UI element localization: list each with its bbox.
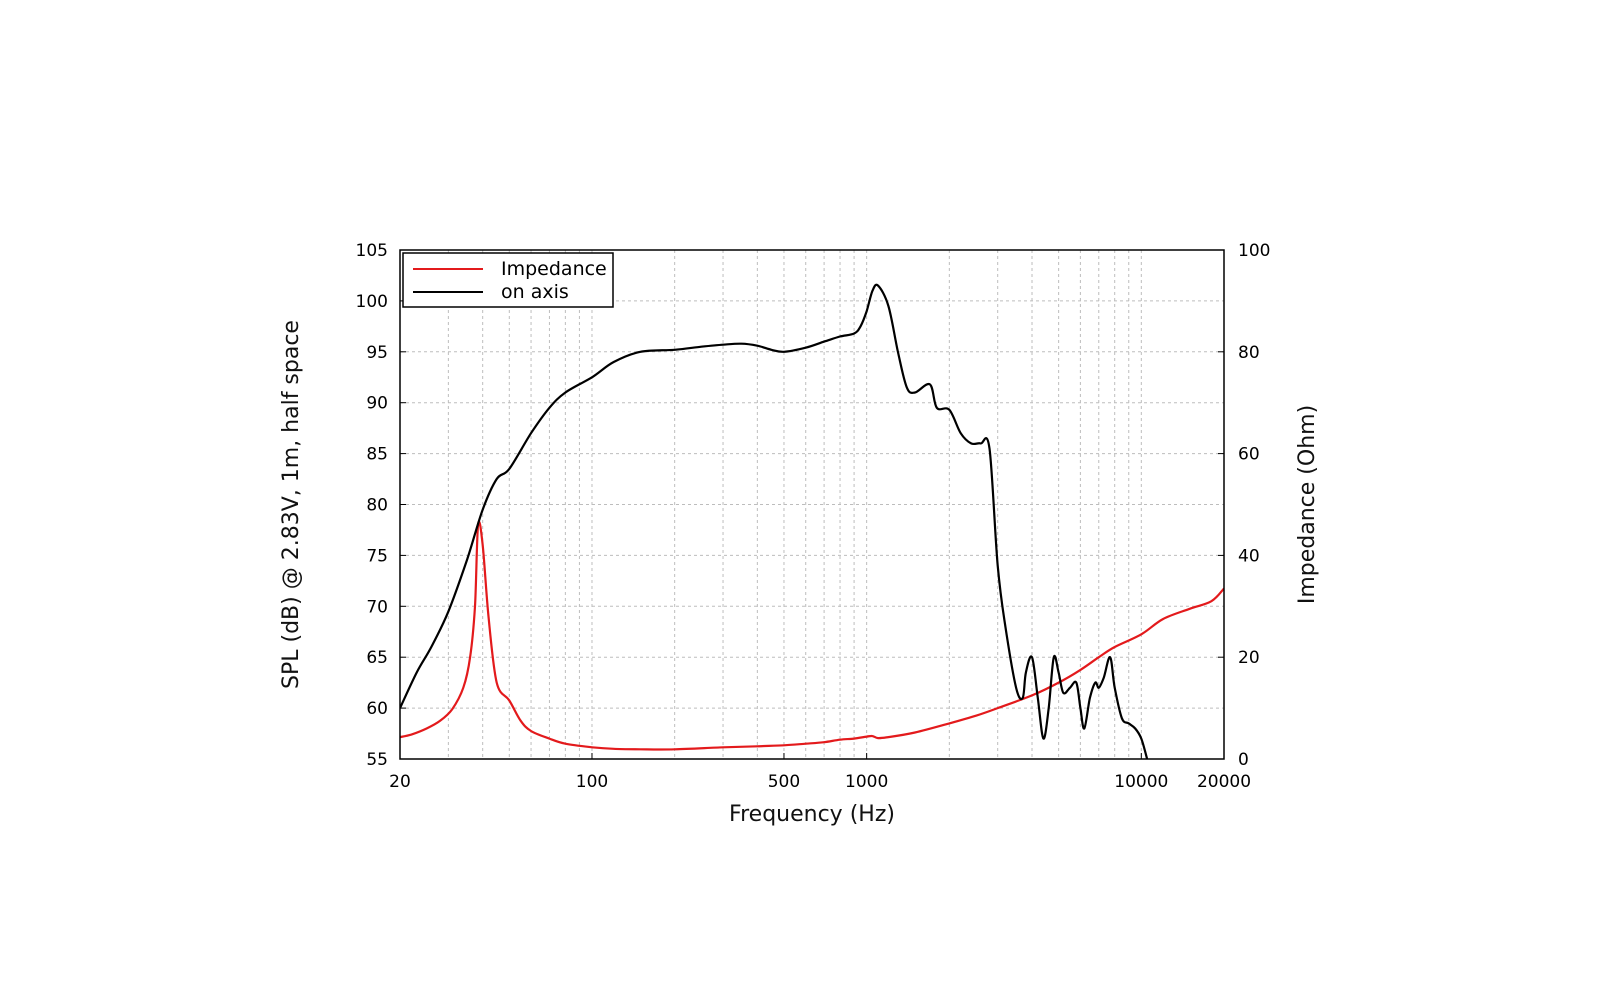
y2-tick-label: 40 (1238, 546, 1260, 566)
legend-box (402, 252, 614, 308)
right-y-axis-tick-labels: 0 20 40 60 80 100 (1218, 241, 1270, 770)
x-tick-label: 100 (576, 772, 608, 792)
left-y-axis-tick-labels: 55 60 65 70 75 80 85 90 95 100 105 (356, 241, 406, 770)
y2-tick-label: 60 (1238, 445, 1260, 465)
y-tick-label: 70 (366, 597, 388, 617)
y-tick-label: 85 (366, 445, 388, 465)
y-tick-label: 100 (356, 292, 388, 312)
x-axis-title: Frequency (Hz) (729, 802, 895, 827)
legend-label-impedance: Impedance (501, 258, 607, 280)
x-axis-tick-labels: 20 100 500 1000 10000 20000 (389, 753, 1251, 792)
y-tick-label: 90 (366, 394, 388, 414)
series-line-impedance (400, 520, 1224, 751)
left-y-axis-title: SPL (dB) @ 2.83V, 1m, half space (279, 320, 304, 689)
x-tick-label: 500 (768, 772, 800, 792)
y2-tick-label: 80 (1238, 343, 1260, 363)
plot-area-frame (399, 249, 1225, 760)
x-tick-label: 1000 (845, 772, 888, 792)
series-layer (400, 283, 1224, 759)
legend-label-on-axis: on axis (501, 281, 569, 303)
y-tick-label: 55 (366, 750, 388, 770)
y-tick-label: 95 (366, 343, 388, 363)
y2-tick-label: 20 (1238, 648, 1260, 668)
legend: Impedance on axis (402, 252, 614, 308)
y-tick-label: 80 (366, 496, 388, 516)
y-tick-label: 60 (366, 699, 388, 719)
y-tick-label: 75 (366, 546, 388, 566)
right-y-axis-title: Impedance (Ohm) (1295, 405, 1320, 604)
y2-tick-label: 100 (1238, 241, 1270, 261)
horizontal-grid-lines (400, 300, 1224, 709)
y-tick-label: 65 (366, 648, 388, 668)
series-line-on-axis (400, 283, 1149, 759)
y2-tick-label: 0 (1238, 750, 1249, 770)
x-tick-label: 20 (389, 772, 411, 792)
x-tick-label: 20000 (1197, 772, 1251, 792)
x-tick-label: 10000 (1114, 772, 1168, 792)
y-tick-label: 105 (356, 241, 388, 261)
